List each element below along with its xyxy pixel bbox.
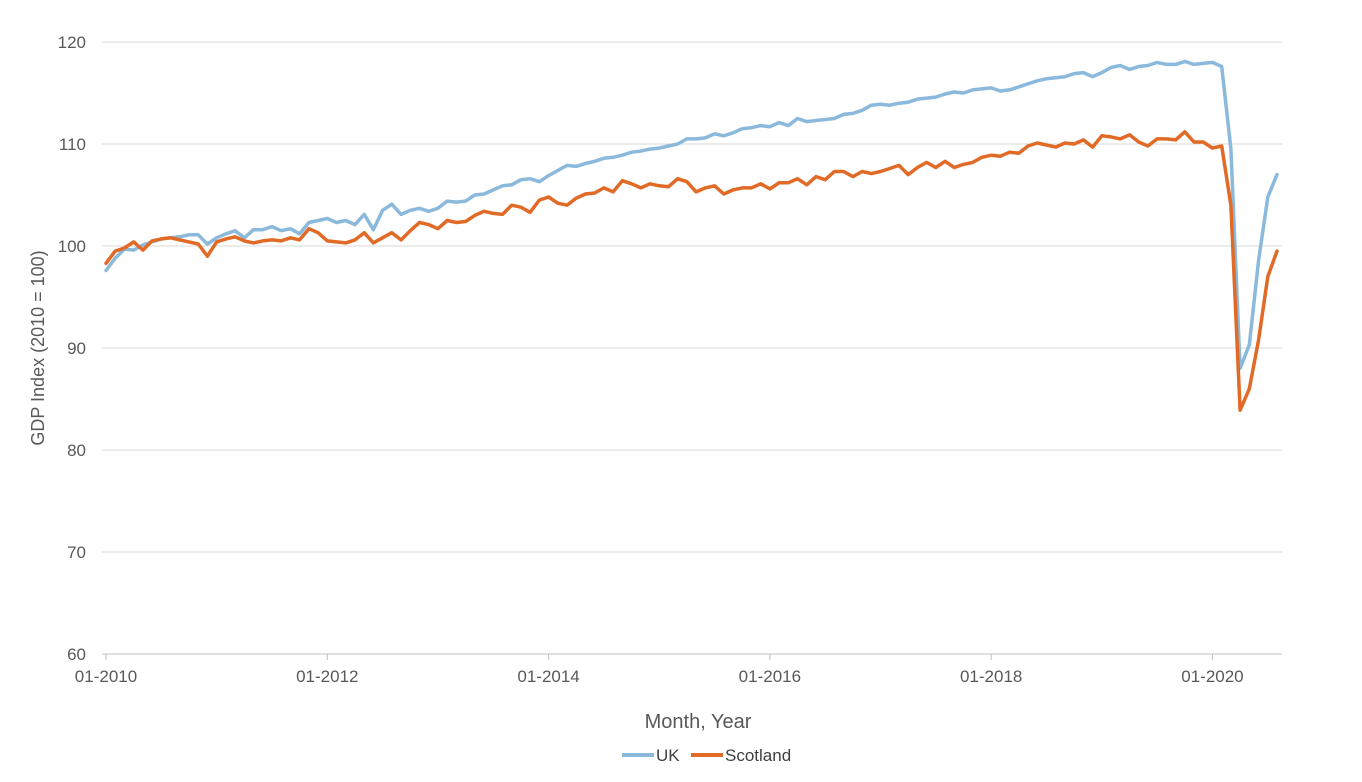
x-tick-label: 01-2014 xyxy=(517,667,579,686)
y-tick-label: 100 xyxy=(58,237,86,256)
legend-label-scotland: Scotland xyxy=(725,746,791,765)
x-tick-label: 01-2020 xyxy=(1181,667,1243,686)
y-tick-label: 110 xyxy=(59,135,86,154)
series-lines xyxy=(104,59,1279,412)
x-tick-label: 01-2010 xyxy=(75,667,137,686)
y-tick-label: 70 xyxy=(67,543,86,562)
legend: UK Scotland xyxy=(622,746,791,765)
x-tick-label: 01-2018 xyxy=(960,667,1022,686)
x-tick-label: 01-2012 xyxy=(296,667,358,686)
series-line-uk xyxy=(104,59,1279,371)
y-axis-title: GDP Index (2010 = 100) xyxy=(28,250,48,445)
x-axis-title: Month, Year xyxy=(645,711,752,733)
y-tick-label: 90 xyxy=(67,339,86,358)
legend-label-uk: UK xyxy=(656,746,680,765)
x-axis: 01-2010 01-2012 01-2014 01-2016 01-2018 01-20… xyxy=(75,653,1282,686)
gridlines xyxy=(102,41,1282,553)
y-tick-label: 60 xyxy=(67,645,86,664)
y-tick-label: 80 xyxy=(67,441,86,460)
y-axis: 60 70 80 90 100 110 120 xyxy=(58,33,86,664)
y-tick-label: 120 xyxy=(58,33,86,52)
series-line-scotland xyxy=(104,130,1279,412)
x-tick-label: 01-2016 xyxy=(739,667,801,686)
